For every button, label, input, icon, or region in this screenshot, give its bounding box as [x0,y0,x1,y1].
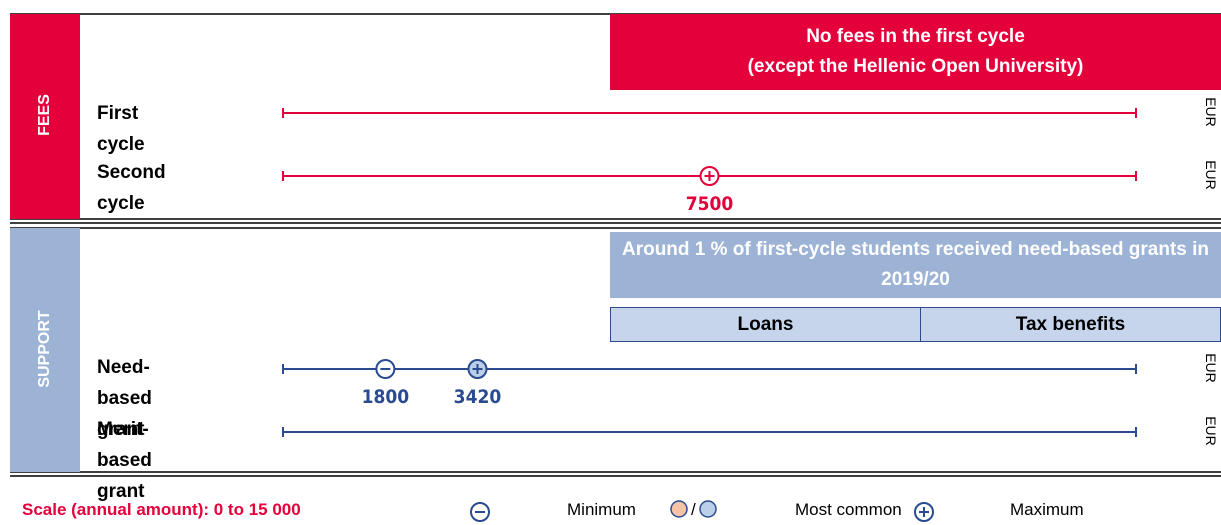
banner-line: (except the Hellenic Open University) [747,56,1084,77]
legend-separator: / [691,500,696,519]
unit: EUR [1203,416,1219,446]
legend-scale: Scale (annual amount): 0 to 15 000 [22,500,301,519]
unit: EUR [1203,97,1219,127]
tax-cell: Tax benefits [920,307,1221,342]
legend-item: Minimum [567,500,636,519]
fees-label: FEES [36,94,53,136]
legend-common [699,500,717,518]
banner-line: No fees in the first cycle [806,26,1025,47]
value-label: 1800 [361,386,410,408]
value-label: 3420 [453,386,502,408]
support-band: SUPPORT [10,228,80,472]
fees-banner: No fees in the first cycle (except the H… [610,14,1221,90]
row-label: Second cycle [97,162,166,214]
legend-item: Most common [795,500,902,519]
value-label: 7500 [685,193,734,215]
legend-common [670,500,688,518]
unit: EUR [1203,160,1219,190]
row-label: First cycle [97,103,145,155]
support-label: SUPPORT [36,310,53,388]
fees-band: FEES [10,14,80,219]
unit: EUR [1203,353,1219,383]
row-label: Merit-based grant [97,419,152,502]
row-label: Need-based grant [97,357,152,440]
loans-cell: Loans [610,307,921,342]
support-banner: Around 1 % of first-cycle students recei… [610,232,1221,298]
legend-item: Maximum [1010,500,1084,519]
